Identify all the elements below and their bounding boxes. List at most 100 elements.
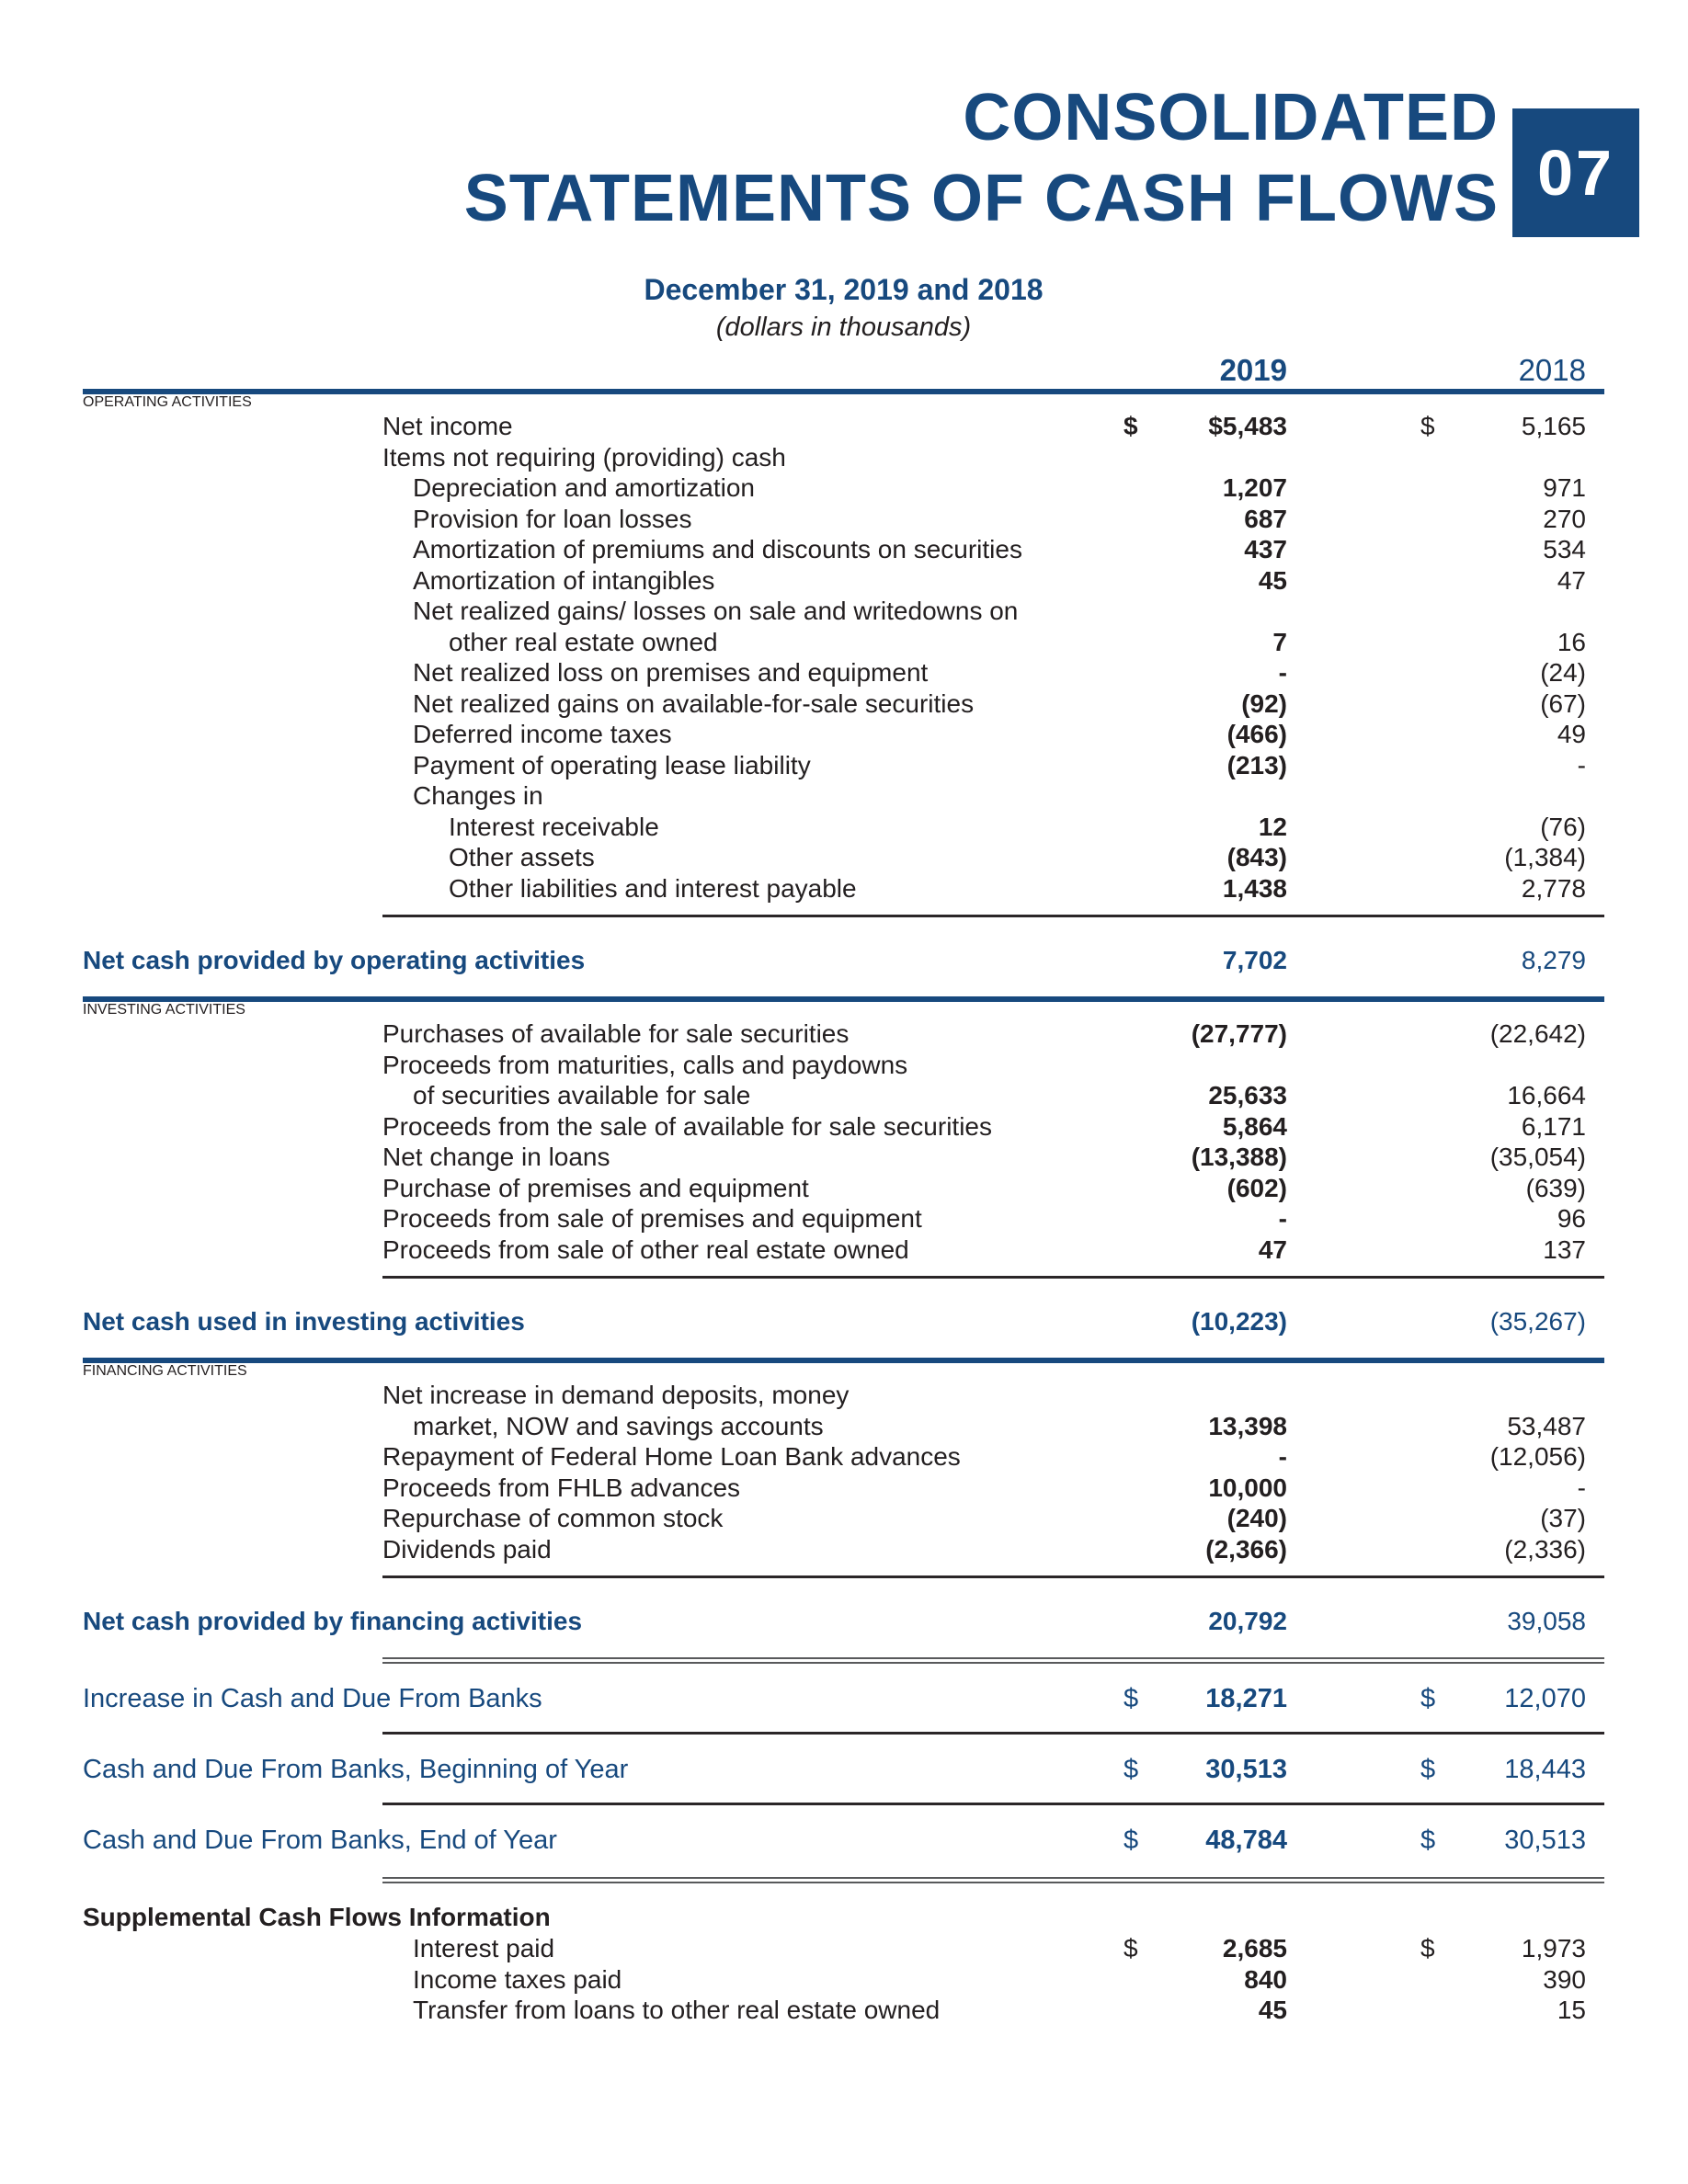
currency-sign-2018: $ — [1420, 412, 1435, 440]
value-2018: 1,973 — [1521, 1934, 1586, 1962]
row-label: other real estate owned — [449, 627, 718, 656]
value-2018: 15 — [1557, 1996, 1586, 2024]
value-2018: 6,171 — [1521, 1111, 1586, 1141]
currency-sign-2018: $ — [1420, 1826, 1436, 1855]
row-label: Supplemental Cash Flows Information — [83, 1903, 551, 1931]
table-rule — [382, 1575, 1604, 1578]
row-label: Net realized loss on premises and equipm… — [413, 658, 929, 687]
line-item-row: Amortization of premiums and discounts o… — [83, 534, 1604, 565]
section-header: OPERATING ACTIVITIES — [83, 394, 1604, 411]
currency-sign-2019: $ — [1123, 1684, 1139, 1713]
table-rows: OPERATING ACTIVITIES Net income $ $5,483 $5,… — [83, 394, 1604, 2026]
row-label: Amortization of intangibles — [413, 565, 715, 595]
row-label: Items not requiring (providing) cash — [382, 442, 786, 472]
line-item-row: Changes in — [83, 780, 1604, 812]
value-2019: 30,513 — [1205, 1755, 1287, 1784]
line-item-row: of securities available for sale 25,633 16… — [83, 1080, 1604, 1111]
value-2018: 49 — [1557, 720, 1586, 748]
row-label: of securities available for sale — [413, 1081, 751, 1109]
row-label: Repurchase of common stock — [382, 1504, 724, 1532]
value-2019: (27,777) — [1191, 1019, 1287, 1048]
row-label: Transfer from loans to other real estate… — [413, 1996, 941, 2024]
value-2018: 270 — [1543, 504, 1586, 533]
row-label: Changes in — [413, 781, 543, 810]
row-label: Deferred income taxes — [413, 720, 672, 748]
table-rule — [382, 1657, 1604, 1664]
row-label: Depreciation and amortization — [413, 473, 755, 502]
line-item-row: Other liabilities and interest payable 1,… — [83, 873, 1604, 904]
value-2018: (67) — [1540, 688, 1586, 718]
row-label: Net income — [382, 412, 513, 440]
value-2019: 7 — [1272, 627, 1287, 656]
value-2018: 18,443 — [1504, 1755, 1586, 1784]
line-item-row: Proceeds from the sale of available for … — [83, 1111, 1604, 1143]
value-2019: 840 — [1244, 1964, 1287, 1994]
row-label: Interest paid — [413, 1934, 555, 1962]
value-2018: (37) — [1540, 1504, 1586, 1532]
value-2018: (639) — [1525, 1173, 1586, 1202]
value-2019: (92) — [1241, 688, 1287, 718]
value-2018: 8,279 — [1521, 946, 1586, 974]
row-label: Net increase in demand deposits, money — [382, 1381, 850, 1409]
value-2018: 390 — [1543, 1964, 1586, 1994]
value-2018: 2,778 — [1521, 873, 1586, 903]
value-2019: (2,366) — [1205, 1534, 1287, 1564]
line-item-row: Proceeds from sale of premises and equip… — [83, 1203, 1604, 1234]
line-item-row: Payment of operating lease liability (213… — [83, 750, 1604, 781]
value-2019: (240) — [1226, 1504, 1287, 1532]
row-label: Purchase of premises and equipment — [382, 1173, 809, 1202]
line-item-row: Net increase in demand deposits, money — [83, 1380, 1604, 1411]
value-2019: 1,207 — [1222, 473, 1287, 502]
line-item-row: Net realized gains on available-for-sale… — [83, 688, 1604, 720]
row-label: INVESTING ACTIVITIES — [83, 1002, 245, 1018]
line-item-row: Net realized gains/ losses on sale and w… — [83, 596, 1604, 627]
value-2019: 48,784 — [1205, 1826, 1287, 1855]
value-2018: 534 — [1543, 535, 1586, 563]
line-item-row: Net change in loans (13,388) (35,054) — [83, 1142, 1604, 1173]
page-title: CONSOLIDATED STATEMENTS OF CASH FLOWS — [464, 77, 1499, 239]
value-2019: 10,000 — [1208, 1473, 1287, 1502]
line-item-row: Interest receivable 12 (76) — [83, 812, 1604, 843]
page-title-line1: CONSOLIDATED — [963, 81, 1499, 154]
net-cash-total-row: Net cash provided by operating activitie… — [83, 945, 1604, 976]
cash-summary-row: Cash and Due From Banks, Beginning of Ye… — [83, 1753, 1604, 1786]
line-item-row: Depreciation and amortization 1,207 971 — [83, 472, 1604, 504]
value-2019: 7,702 — [1222, 946, 1287, 974]
currency-sign-2019: $ — [1123, 1826, 1139, 1855]
row-label: Proceeds from sale of premises and equip… — [382, 1204, 922, 1233]
value-2018: (35,054) — [1489, 1143, 1586, 1171]
value-2019: 20,792 — [1208, 1607, 1287, 1635]
line-item-row: Proceeds from maturities, calls and payd… — [83, 1050, 1604, 1081]
row-label: OPERATING ACTIVITIES — [83, 394, 252, 410]
line-item-row: other real estate owned 7 16 — [83, 627, 1604, 658]
value-2019: 18,271 — [1205, 1684, 1287, 1713]
row-label: Other liabilities and interest payable — [449, 873, 857, 903]
line-item-row: Dividends paid (2,366) (2,336) — [83, 1534, 1604, 1565]
row-label: Proceeds from maturities, calls and payd… — [382, 1050, 908, 1079]
line-item-row: Repurchase of common stock (240) (37) — [83, 1503, 1604, 1534]
value-2018: - — [1577, 750, 1586, 779]
section-divider-rule — [83, 996, 1604, 1002]
statement-date-line: December 31, 2019 and 2018 — [644, 273, 1044, 306]
row-label: market, NOW and savings accounts — [413, 1411, 824, 1440]
header-rule — [83, 389, 1604, 394]
cash-summary-row: Increase in Cash and Due From Banks $18,2… — [83, 1682, 1604, 1715]
value-2018: 16 — [1557, 627, 1586, 656]
line-item-row: Net income $ $5,483 $5,165 — [83, 411, 1604, 442]
value-2018: 96 — [1557, 1204, 1586, 1233]
currency-sign-2018: $ — [1420, 1934, 1435, 1962]
page-title-line2: STATEMENTS OF CASH FLOWS — [463, 162, 1499, 235]
row-label: Net change in loans — [382, 1143, 610, 1171]
currency-sign-2019: $ — [1123, 412, 1138, 440]
net-cash-total-row: Net cash used in investing activities (10… — [83, 1306, 1604, 1337]
row-label: Dividends paid — [382, 1534, 552, 1564]
line-item-row: Purchase of premises and equipment (602) (… — [83, 1173, 1604, 1204]
line-item-row: Amortization of intangibles 45 47 — [83, 565, 1604, 597]
line-item-row: Other assets (843) (1,384) — [83, 842, 1604, 873]
value-2018: 971 — [1543, 473, 1586, 502]
value-2018: (22,642) — [1489, 1019, 1586, 1048]
value-2019: 1,438 — [1222, 873, 1287, 903]
line-item-row: Proceeds from FHLB advances 10,000 - — [83, 1473, 1604, 1504]
value-2018: 39,058 — [1507, 1607, 1586, 1635]
row-label: Proceeds from the sale of available for … — [382, 1111, 992, 1141]
